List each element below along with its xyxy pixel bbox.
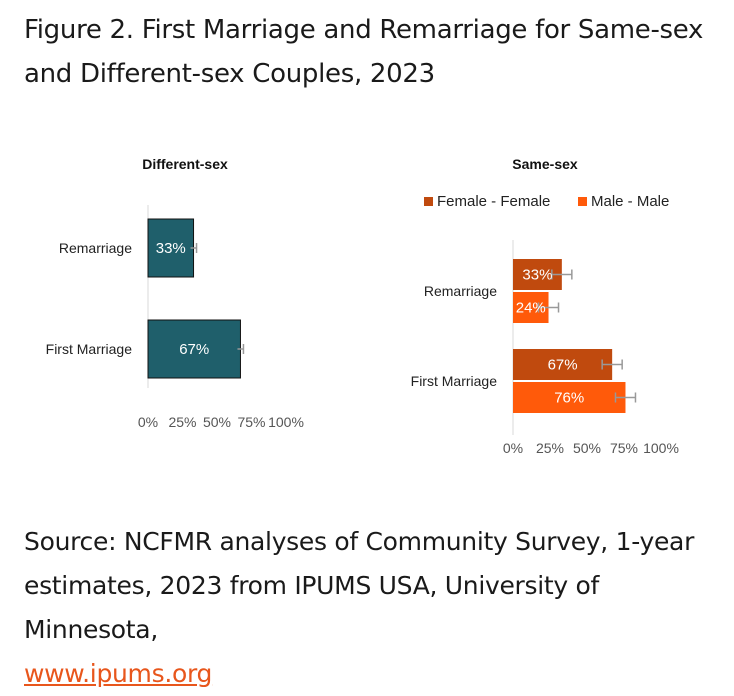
x-tick-label: 50%	[203, 414, 231, 430]
x-tick-label: 50%	[573, 440, 601, 456]
data-label: 33%	[156, 240, 186, 257]
x-tick-label: 75%	[237, 414, 265, 430]
x-tick-label: 100%	[268, 414, 304, 430]
bar	[513, 382, 626, 413]
category-label: Remarriage	[59, 240, 132, 256]
category-label: Remarriage	[424, 283, 497, 299]
legend-label: Male - Male	[591, 193, 669, 210]
x-tick-label: 0%	[503, 440, 523, 456]
x-tick-label: 0%	[138, 414, 158, 430]
x-tick-label: 25%	[536, 440, 564, 456]
category-label: First Marriage	[46, 341, 133, 357]
chart-title: Same-sex	[512, 156, 578, 172]
data-label: 67%	[179, 341, 209, 358]
data-label: 24%	[516, 300, 546, 317]
legend-label: Female - Female	[437, 193, 550, 210]
x-tick-label: 25%	[168, 414, 196, 430]
data-label: 33%	[522, 267, 552, 284]
source-note: Source: NCFMR analyses of Community Surv…	[24, 520, 724, 696]
source-link[interactable]: www.ipums.org	[24, 659, 213, 688]
x-tick-label: 75%	[610, 440, 638, 456]
category-label: First Marriage	[411, 373, 498, 389]
source-text: Source: NCFMR analyses of Community Surv…	[24, 527, 695, 644]
bar	[147, 319, 241, 379]
chart-title: Different-sex	[142, 156, 228, 172]
legend-swatch	[578, 197, 587, 206]
data-label: 76%	[554, 390, 584, 407]
data-label: 67%	[548, 357, 578, 374]
figure-title: Figure 2. First Marriage and Remarriage …	[24, 15, 704, 89]
legend-swatch	[424, 197, 433, 206]
x-tick-label: 100%	[643, 440, 679, 456]
bar	[513, 349, 613, 380]
